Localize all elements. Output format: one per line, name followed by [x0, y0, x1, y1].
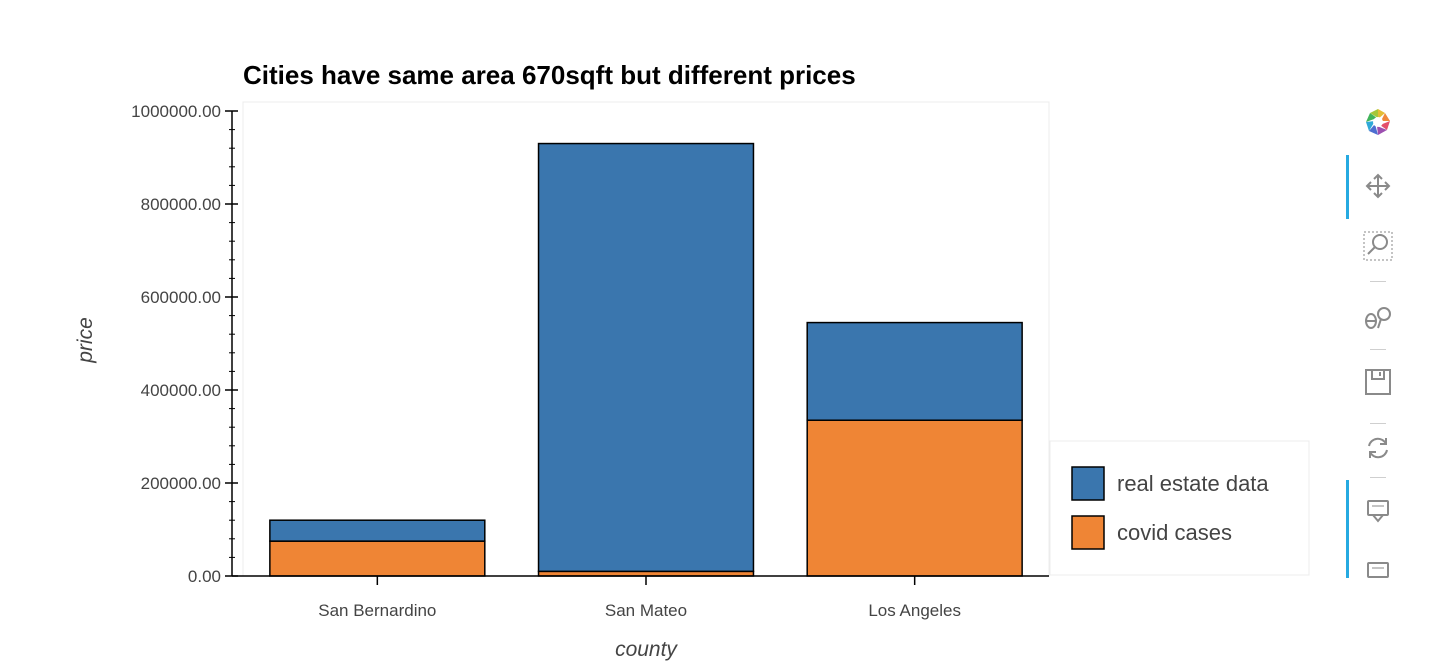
y-axis: 0.00 200000.00 400000.00 600000.00 800000.00…	[131, 102, 238, 586]
toolbar-separator	[1370, 281, 1386, 282]
bar-covid-cases-los-angeles[interactable]	[806, 419, 1023, 577]
y-tick-label: 800000.00	[141, 195, 221, 214]
chart-title: Cities have same area 670sqft but differ…	[243, 60, 856, 90]
bar-real-estate-data-san-mateo[interactable]	[537, 142, 755, 573]
save-icon[interactable]	[1358, 362, 1398, 402]
legend-label: covid cases	[1117, 520, 1232, 545]
x-axis-label: county	[615, 638, 678, 661]
active-tool-indicator-2	[1346, 480, 1349, 578]
y-axis-label: price	[74, 317, 97, 364]
box-zoom-icon[interactable]	[1358, 226, 1398, 266]
hover-icon-2[interactable]	[1358, 552, 1398, 578]
y-tick-label: 400000.00	[141, 381, 221, 400]
toolbar	[1342, 100, 1412, 578]
active-tool-indicator	[1346, 155, 1349, 219]
y-tick-label: 200000.00	[141, 474, 221, 493]
reset-icon[interactable]	[1358, 428, 1398, 468]
hover-icon[interactable]	[1358, 492, 1398, 532]
legend-swatch[interactable]	[1071, 515, 1105, 550]
bokeh-logo-icon[interactable]	[1358, 102, 1398, 142]
toolbar-separator	[1370, 477, 1386, 478]
bar-covid-cases-san-bernardino[interactable]	[269, 540, 486, 577]
bar-real-estate-data-los-angeles[interactable]	[806, 321, 1023, 421]
legend-swatch[interactable]	[1071, 466, 1105, 501]
toolbar-separator	[1370, 423, 1386, 424]
toolbar-separator	[1370, 349, 1386, 350]
x-tick-label: Los Angeles	[868, 601, 961, 620]
legend-label: real estate data	[1117, 471, 1269, 496]
legend-box	[1049, 440, 1310, 576]
bars	[269, 142, 1023, 577]
pan-icon[interactable]	[1358, 166, 1398, 206]
y-tick-label: 1000000.00	[131, 102, 221, 121]
wheel-zoom-icon[interactable]	[1358, 298, 1398, 338]
legend: real estate data covid cases	[1049, 440, 1310, 576]
y-tick-label: 600000.00	[141, 288, 221, 307]
bar-real-estate-data-san-bernardino[interactable]	[269, 519, 486, 542]
y-tick-label: 0.00	[188, 567, 221, 586]
x-tick-label: San Bernardino	[318, 601, 436, 620]
x-axis: San Bernardino San Mateo Los Angeles	[318, 576, 961, 620]
x-tick-label: San Mateo	[605, 601, 687, 620]
